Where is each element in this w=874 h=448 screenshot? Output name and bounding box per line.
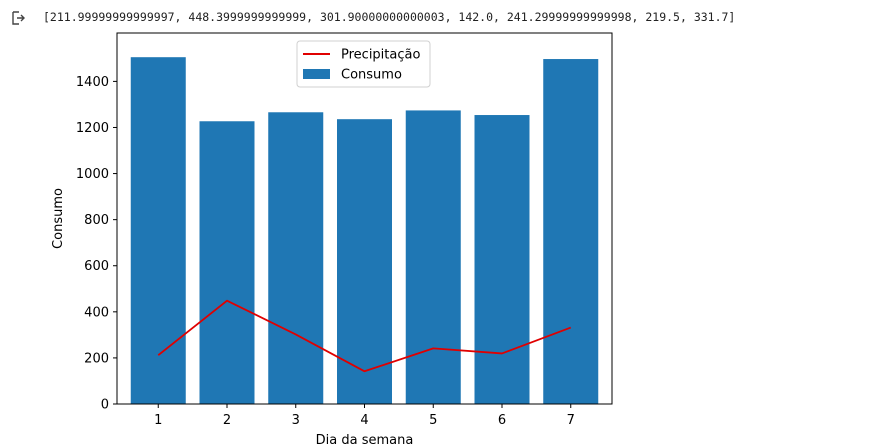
y-tick-label-600: 600	[84, 259, 109, 274]
y-tick-label-200: 200	[84, 351, 109, 366]
legend-box	[296, 40, 431, 88]
output-arrow-icon	[12, 11, 25, 25]
legend: Precipitação Consumo	[296, 40, 431, 88]
legend-swatch-bar	[303, 69, 330, 79]
bars-group	[130, 57, 599, 405]
x-tick-label-3: 3	[292, 413, 300, 428]
bar-3	[268, 112, 324, 404]
x-tick-label-4: 4	[360, 413, 368, 428]
cell-output-text: [211.99999999999997, 448.3999999999999, …	[43, 10, 736, 24]
x-axis-label: Dia da semana	[316, 433, 414, 448]
bar-1	[130, 57, 186, 405]
line-group	[157, 299, 572, 373]
legend-label-consumo: Consumo	[341, 68, 402, 83]
axes-group: 1 2 3 4 5 6 7 0 200 400 600 800 1000 1200 1400 Dia da s…	[51, 32, 613, 448]
legend-label-precipitacao: Precipitação	[341, 48, 420, 63]
precipitation-line	[157, 299, 572, 373]
x-tick-label-1: 1	[154, 413, 162, 428]
x-tick-label-7: 7	[567, 413, 575, 428]
x-tick-label-2: 2	[223, 413, 231, 428]
bar-4	[337, 119, 392, 404]
y-tick-label-0: 0	[101, 398, 109, 413]
y-tick-label-1400: 1400	[76, 75, 109, 90]
y-tick-label-400: 400	[84, 305, 109, 320]
y-axis-label: Consumo	[51, 188, 66, 249]
y-tick-label-800: 800	[84, 213, 109, 228]
y-tick-label-1000: 1000	[76, 167, 109, 182]
bar-7	[543, 59, 599, 405]
y-tick-label-1200: 1200	[76, 121, 109, 136]
bar-5	[405, 110, 461, 404]
x-tick-label-5: 5	[429, 413, 437, 428]
bar-2	[199, 121, 255, 404]
bar-6	[474, 115, 530, 404]
x-tick-label-6: 6	[498, 413, 506, 428]
